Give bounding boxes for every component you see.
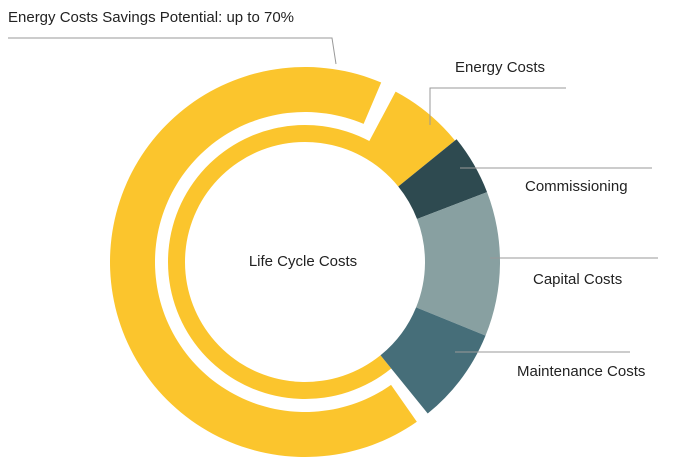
annotation: Energy Costs Savings Potential: up to 70… — [8, 9, 294, 26]
segment-label: Capital Costs — [533, 271, 622, 288]
savings-arc — [110, 67, 417, 457]
donut-segment — [168, 91, 455, 399]
donut-segment — [398, 139, 488, 219]
donut-segment — [380, 307, 486, 414]
donut-segment — [416, 192, 501, 336]
segment-label: Commissioning — [525, 178, 628, 195]
annotation-leader — [8, 37, 337, 65]
leader-line — [429, 87, 566, 125]
segment-label: Energy Costs — [455, 59, 545, 76]
segment-label: Maintenance Costs — [517, 363, 645, 380]
center-label: Life Cycle Costs — [249, 253, 357, 270]
